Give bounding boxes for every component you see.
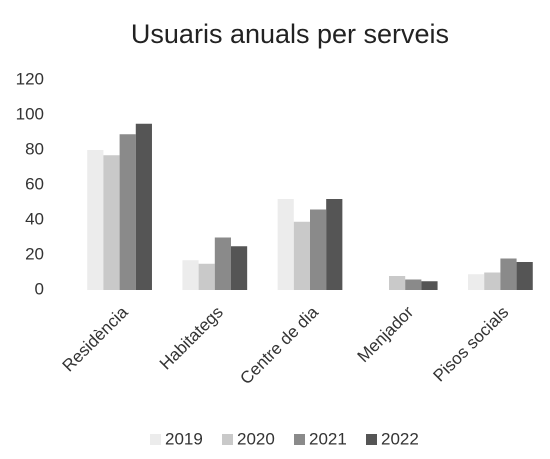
bar — [198, 263, 215, 290]
legend-label: 2021 — [309, 429, 347, 448]
bar — [293, 221, 310, 290]
legend-label: 2019 — [165, 429, 203, 448]
legend-label: 2020 — [237, 429, 275, 448]
bar — [326, 199, 343, 290]
bar — [310, 209, 327, 290]
bar — [87, 150, 104, 290]
x-tick-label: Pisos socials — [429, 303, 512, 386]
bar — [119, 134, 136, 290]
bar — [405, 279, 422, 290]
bar — [421, 281, 438, 290]
x-tick-label: Centre de dia — [236, 302, 322, 388]
y-tick-label: 100 — [16, 104, 44, 123]
x-tick-label: Residència — [59, 302, 132, 375]
y-tick-label: 80 — [25, 139, 44, 158]
bar — [230, 246, 248, 290]
y-tick-label: 40 — [25, 209, 44, 228]
y-tick-label: 0 — [35, 279, 44, 298]
bar — [500, 258, 517, 290]
bar — [214, 237, 231, 290]
bar — [182, 260, 199, 290]
bar — [103, 155, 120, 290]
bar — [468, 274, 485, 290]
bar — [484, 272, 501, 290]
legend-swatch — [222, 434, 233, 445]
bar — [135, 123, 152, 290]
y-tick-label: 60 — [25, 174, 44, 193]
legend-label: 2022 — [381, 429, 419, 448]
chart-title: Usuaris anuals per serveis — [131, 19, 449, 49]
legend-swatch — [150, 434, 161, 445]
x-tick-label: Habitategs — [156, 303, 227, 374]
bar — [277, 199, 294, 290]
bar — [389, 276, 406, 290]
legend-swatch — [366, 434, 377, 445]
legend-swatch — [294, 434, 305, 445]
bar — [516, 262, 533, 290]
y-tick-label: 20 — [25, 244, 44, 263]
y-tick-label: 120 — [16, 69, 44, 88]
x-tick-label: Menjador — [354, 302, 418, 366]
